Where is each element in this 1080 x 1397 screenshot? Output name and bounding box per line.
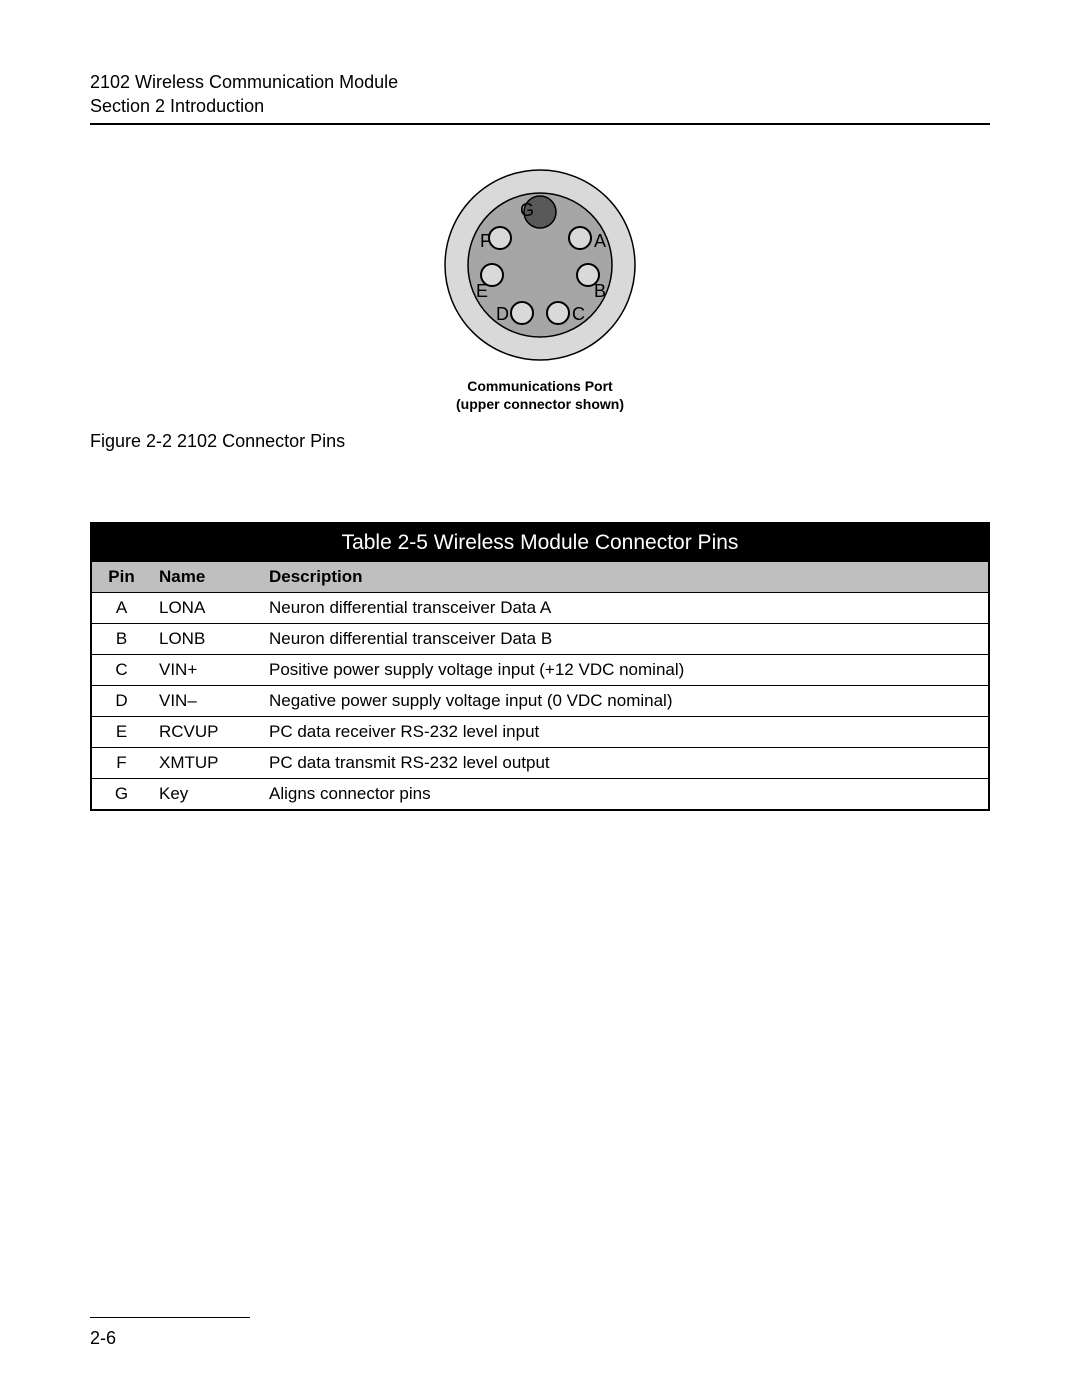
table-row: BLONBNeuron differential transceiver Dat… [91, 623, 989, 654]
cell-name: VIN+ [151, 654, 261, 685]
svg-text:A: A [594, 231, 606, 251]
table-col-name: Name [151, 562, 261, 593]
table-row: GKeyAligns connector pins [91, 778, 989, 810]
table-col-pin: Pin [91, 562, 151, 593]
cell-pin: F [91, 747, 151, 778]
page-footer: 2-6 [90, 1317, 990, 1349]
figure-caption: Figure 2-2 2102 Connector Pins [90, 431, 990, 452]
figure-subcaption: Communications Port (upper connector sho… [90, 377, 990, 413]
connector-figure: G A BC DE F Communications Port (upper conne… [90, 165, 990, 413]
table-row: ERCVUPPC data receiver RS-232 level inpu… [91, 716, 989, 747]
cell-name: Key [151, 778, 261, 810]
table-row: CVIN+Positive power supply voltage input… [91, 654, 989, 685]
page-number: 2-6 [90, 1328, 990, 1349]
pin-table: Table 2-5 Wireless Module Connector Pins… [90, 522, 990, 811]
table-row: FXMTUPPC data transmit RS-232 level outp… [91, 747, 989, 778]
cell-name: VIN– [151, 685, 261, 716]
cell-name: LONA [151, 592, 261, 623]
cell-pin: G [91, 778, 151, 810]
figure-subcaption-line2: (upper connector shown) [456, 396, 624, 412]
cell-desc: Neuron differential transceiver Data A [261, 592, 989, 623]
footer-rule [90, 1317, 250, 1318]
connector-diagram: G A BC DE F [440, 165, 640, 365]
svg-text:F: F [480, 231, 491, 251]
svg-text:D: D [496, 304, 509, 324]
cell-desc: PC data receiver RS-232 level input [261, 716, 989, 747]
cell-desc: Positive power supply voltage input (+12… [261, 654, 989, 685]
cell-name: LONB [151, 623, 261, 654]
header-section: Section 2 Introduction [90, 94, 990, 118]
cell-name: RCVUP [151, 716, 261, 747]
header-title: 2102 Wireless Communication Module [90, 70, 990, 94]
cell-pin: C [91, 654, 151, 685]
cell-desc: Neuron differential transceiver Data B [261, 623, 989, 654]
table-title: Table 2-5 Wireless Module Connector Pins [91, 523, 989, 562]
page: 2102 Wireless Communication Module Secti… [0, 0, 1080, 1397]
svg-text:G: G [520, 200, 534, 220]
figure-subcaption-line1: Communications Port [467, 378, 612, 394]
cell-pin: E [91, 716, 151, 747]
svg-text:E: E [476, 281, 488, 301]
cell-pin: D [91, 685, 151, 716]
cell-desc: Negative power supply voltage input (0 V… [261, 685, 989, 716]
table-col-desc: Description [261, 562, 989, 593]
svg-text:C: C [572, 304, 585, 324]
cell-desc: PC data transmit RS-232 level output [261, 747, 989, 778]
page-header: 2102 Wireless Communication Module Secti… [90, 70, 990, 125]
cell-desc: Aligns connector pins [261, 778, 989, 810]
svg-text:B: B [594, 281, 606, 301]
table-row: ALONANeuron differential transceiver Dat… [91, 592, 989, 623]
cell-pin: B [91, 623, 151, 654]
table-header-row: Pin Name Description [91, 562, 989, 593]
table-row: DVIN–Negative power supply voltage input… [91, 685, 989, 716]
cell-pin: A [91, 592, 151, 623]
cell-name: XMTUP [151, 747, 261, 778]
table-title-row: Table 2-5 Wireless Module Connector Pins [91, 523, 989, 562]
